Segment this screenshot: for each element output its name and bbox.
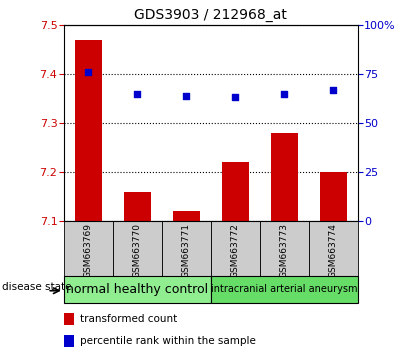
Text: GSM663773: GSM663773 [279, 223, 289, 279]
Point [281, 91, 287, 96]
Bar [320, 172, 346, 221]
Text: transformed count: transformed count [80, 314, 177, 324]
Point [330, 87, 336, 92]
FancyBboxPatch shape [64, 221, 113, 276]
Point [134, 91, 141, 96]
Bar [64, 314, 74, 325]
FancyBboxPatch shape [260, 221, 309, 276]
Text: disease state: disease state [2, 282, 72, 292]
Text: percentile rank within the sample: percentile rank within the sample [80, 336, 256, 346]
Text: GSM663774: GSM663774 [328, 223, 337, 278]
Point [232, 95, 238, 100]
Point [183, 93, 189, 98]
Point [85, 69, 92, 75]
Bar [270, 133, 298, 221]
FancyBboxPatch shape [64, 276, 211, 303]
Text: normal healthy control: normal healthy control [66, 283, 208, 296]
FancyBboxPatch shape [113, 221, 162, 276]
Text: GSM663771: GSM663771 [182, 223, 191, 279]
Text: GSM663770: GSM663770 [133, 223, 142, 279]
Bar [64, 335, 74, 347]
FancyBboxPatch shape [309, 221, 358, 276]
Bar [173, 211, 200, 221]
FancyBboxPatch shape [211, 276, 358, 303]
FancyBboxPatch shape [211, 221, 260, 276]
Text: GSM663772: GSM663772 [231, 223, 240, 278]
Bar [75, 40, 102, 221]
Bar [222, 162, 249, 221]
FancyBboxPatch shape [162, 221, 211, 276]
Text: intracranial arterial aneurysm: intracranial arterial aneurysm [211, 284, 357, 295]
Title: GDS3903 / 212968_at: GDS3903 / 212968_at [134, 8, 287, 22]
Text: GSM663769: GSM663769 [84, 223, 93, 279]
Bar [124, 192, 151, 221]
